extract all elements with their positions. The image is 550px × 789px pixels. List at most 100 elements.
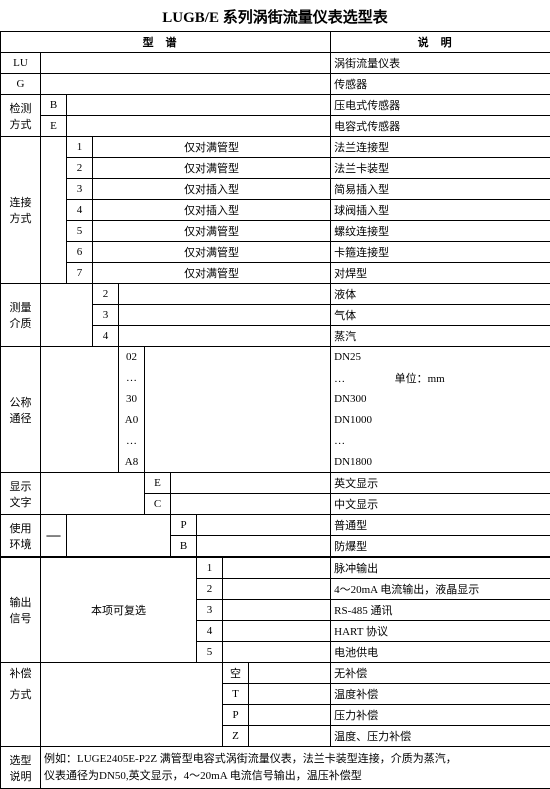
desc-output-2: 4～20mA 电流输出，液晶显示 <box>331 579 550 600</box>
row-lu: LU 涡街流量仪表 <box>1 53 550 74</box>
desc-conn-4: 球阀插入型 <box>331 200 550 221</box>
label-env: 使用 环境 <box>1 515 41 558</box>
note-conn-6: 仅对满管型 <box>93 242 331 263</box>
label-comp-top: 补偿 <box>1 663 41 684</box>
code-lu: LU <box>1 53 41 74</box>
row-comp-empty: 补偿 空 无补偿 <box>1 663 550 684</box>
desc-comp-z: 温度、压力补偿 <box>331 726 550 747</box>
desc-comp-p: 压力补偿 <box>331 705 550 726</box>
desc-dn-dots1: … 单位：mm <box>331 368 550 389</box>
code-detect-e: E <box>41 116 67 137</box>
label-example: 选型 说明 <box>1 747 41 789</box>
code-env-b: B <box>171 536 197 558</box>
code-display-e: E <box>145 473 171 494</box>
desc-dn-a8: DN1800 <box>331 452 550 473</box>
row-env-p: 使用 环境 — P 普通型 <box>1 515 550 536</box>
desc-g: 传感器 <box>331 74 550 95</box>
code-medium-2: 2 <box>93 284 119 305</box>
code-conn-2: 2 <box>67 158 93 179</box>
code-dn-30: 30 <box>119 389 145 410</box>
code-display-c: C <box>145 494 171 515</box>
desc-dn-02: DN25 <box>331 347 550 368</box>
desc-conn-5: 螺纹连接型 <box>331 221 550 242</box>
code-dn-a0: A0 <box>119 410 145 431</box>
output-note: 本项可复选 <box>41 557 197 663</box>
desc-dn-a0: DN1000 <box>331 410 550 431</box>
code-conn-1: 1 <box>67 137 93 158</box>
code-dn-dots1: … <box>119 368 145 389</box>
desc-dn-dots2: … <box>331 431 550 452</box>
code-comp-p: P <box>223 705 249 726</box>
row-detect-b: 检测 方式 B 压电式传感器 <box>1 95 550 116</box>
desc-display-e: 英文显示 <box>331 473 550 494</box>
code-g: G <box>1 74 41 95</box>
note-conn-7: 仅对满管型 <box>93 263 331 284</box>
desc-medium-4: 蒸汽 <box>331 326 550 347</box>
desc-medium-3: 气体 <box>331 305 550 326</box>
code-conn-3: 3 <box>67 179 93 200</box>
desc-display-c: 中文显示 <box>331 494 550 515</box>
desc-medium-2: 液体 <box>331 284 550 305</box>
code-env-p: P <box>171 515 197 536</box>
selection-table: 型谱 说明 LU 涡街流量仪表 G 传感器 检测 方式 B 压电式传感器 E 电… <box>0 31 550 789</box>
desc-conn-6: 卡箍连接型 <box>331 242 550 263</box>
page-title: LUGB/E 系列涡街流量仪表选型表 <box>0 0 550 31</box>
label-comp-bottom: 方式 <box>1 684 41 747</box>
code-conn-5: 5 <box>67 221 93 242</box>
row-output-1: 输出 信号 本项可复选 1 脉冲输出 <box>1 557 550 579</box>
text-example: 例如：LUGE2405E-P2Z 满管型电容式涡街流量仪表，法兰卡装型连接，介质… <box>41 747 550 789</box>
code-comp-empty: 空 <box>223 663 249 684</box>
desc-conn-3: 简易插入型 <box>331 179 550 200</box>
desc-detect-b: 压电式传感器 <box>331 95 550 116</box>
desc-detect-e: 电容式传感器 <box>331 116 550 137</box>
desc-conn-7: 对焊型 <box>331 263 550 284</box>
note-conn-1: 仅对满管型 <box>93 137 331 158</box>
code-medium-4: 4 <box>93 326 119 347</box>
label-medium: 测量 介质 <box>1 284 41 347</box>
note-conn-3: 仅对插入型 <box>93 179 331 200</box>
code-output-2: 2 <box>197 579 223 600</box>
code-dn-dots2: … <box>119 431 145 452</box>
code-output-5: 5 <box>197 642 223 663</box>
code-conn-7: 7 <box>67 263 93 284</box>
desc-output-4: HART 协议 <box>331 621 550 642</box>
code-medium-3: 3 <box>93 305 119 326</box>
desc-output-3: RS-485 通讯 <box>331 600 550 621</box>
code-detect-b: B <box>41 95 67 116</box>
code-comp-t: T <box>223 684 249 705</box>
label-detect: 检测 方式 <box>1 95 41 137</box>
row-display-e: 显示 文字 E 英文显示 <box>1 473 550 494</box>
desc-output-1: 脉冲输出 <box>331 557 550 579</box>
desc-comp-empty: 无补偿 <box>331 663 550 684</box>
desc-dn-30: DN300 <box>331 389 550 410</box>
label-dn: 公称 通径 <box>1 347 41 473</box>
code-dn-02: 02 <box>119 347 145 368</box>
header-row: 型谱 说明 <box>1 32 550 53</box>
note-conn-2: 仅对满管型 <box>93 158 331 179</box>
code-conn-6: 6 <box>67 242 93 263</box>
label-display: 显示 文字 <box>1 473 41 515</box>
code-conn-4: 4 <box>67 200 93 221</box>
desc-env-p: 普通型 <box>331 515 550 536</box>
code-output-1: 1 <box>197 557 223 579</box>
label-conn: 连接 方式 <box>1 137 41 284</box>
code-comp-z: Z <box>223 726 249 747</box>
code-output-4: 4 <box>197 621 223 642</box>
desc-output-5: 电池供电 <box>331 642 550 663</box>
desc-conn-2: 法兰卡装型 <box>331 158 550 179</box>
note-conn-5: 仅对满管型 <box>93 221 331 242</box>
row-dn-02: 公称 通径 02 DN25 <box>1 347 550 368</box>
row-example: 选型 说明 例如：LUGE2405E-P2Z 满管型电容式涡街流量仪表，法兰卡装… <box>1 747 550 789</box>
desc-comp-t: 温度补偿 <box>331 684 550 705</box>
row-medium-2: 测量 介质 2 液体 <box>1 284 550 305</box>
header-desc: 说明 <box>331 32 550 53</box>
row-detect-e: E 电容式传感器 <box>1 116 550 137</box>
desc-conn-1: 法兰连接型 <box>331 137 550 158</box>
env-dash: — <box>41 515 67 558</box>
note-conn-4: 仅对插入型 <box>93 200 331 221</box>
header-spectrum: 型谱 <box>1 32 331 53</box>
desc-lu: 涡街流量仪表 <box>331 53 550 74</box>
row-g: G 传感器 <box>1 74 550 95</box>
code-output-3: 3 <box>197 600 223 621</box>
dn-unit: 单位：mm <box>395 373 445 385</box>
